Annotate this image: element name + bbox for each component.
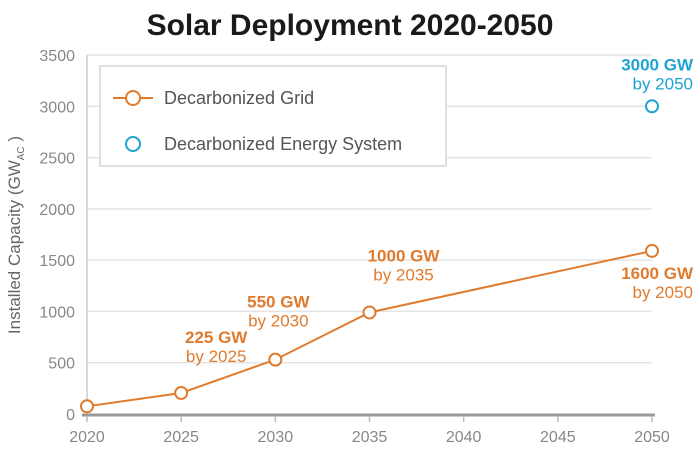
legend-label-energy: Decarbonized Energy System <box>164 134 402 154</box>
y-tick-label: 3500 <box>39 48 75 65</box>
x-tick-label: 2020 <box>69 429 105 446</box>
x-tick-label: 2025 <box>163 429 199 446</box>
data-point <box>268 352 283 367</box>
legend-marker-grid <box>125 90 141 106</box>
y-tick-label: 500 <box>48 356 75 373</box>
annotation-year: by 2025 <box>186 347 247 366</box>
annotation-value: 550 GW <box>247 293 310 312</box>
x-tick-label: 2030 <box>258 429 294 446</box>
y-tick-label: 2000 <box>39 202 75 219</box>
y-tick-label: 3000 <box>39 99 75 116</box>
x-tick-label: 2040 <box>446 429 482 446</box>
annotation-year: by 2035 <box>373 265 434 284</box>
y-axis-label-main: Installed Capacity (GW <box>5 160 24 334</box>
legend-marker-energy <box>125 136 141 152</box>
x-tick-label: 2035 <box>352 429 388 446</box>
data-point <box>645 243 659 258</box>
data-point <box>362 305 377 320</box>
data-point <box>174 385 189 400</box>
annotation-value: 1000 GW <box>368 246 441 265</box>
y-axis-label-sub: AC <box>16 146 27 160</box>
annotation-year: by 2050 <box>633 74 694 93</box>
annotation-year: by 2030 <box>248 312 309 331</box>
annotation-value: 1600 GW <box>621 264 694 283</box>
annotation-value: 3000 GW <box>621 55 694 74</box>
chart-title: Solar Deployment 2020-2050 <box>147 9 554 42</box>
y-tick-label: 1000 <box>39 304 75 321</box>
y-axis-label-close: ) <box>5 136 24 146</box>
x-tick-label: 2050 <box>634 429 670 446</box>
data-point <box>80 399 94 414</box>
x-tick-label: 2045 <box>540 429 576 446</box>
legend-box <box>99 65 447 167</box>
annotation-year: by 2050 <box>633 283 694 302</box>
legend: Decarbonized Grid Decarbonized Energy Sy… <box>99 65 447 167</box>
y-axis-label: Installed Capacity (GWAC ) <box>5 136 27 334</box>
annotation-value: 225 GW <box>185 328 248 347</box>
y-tick-label: 1500 <box>39 253 75 270</box>
y-tick-label: 2500 <box>39 151 75 168</box>
y-tick-label: 0 <box>66 407 75 424</box>
legend-label-grid: Decarbonized Grid <box>164 88 314 108</box>
data-point <box>645 99 659 114</box>
series-line <box>86 249 653 408</box>
